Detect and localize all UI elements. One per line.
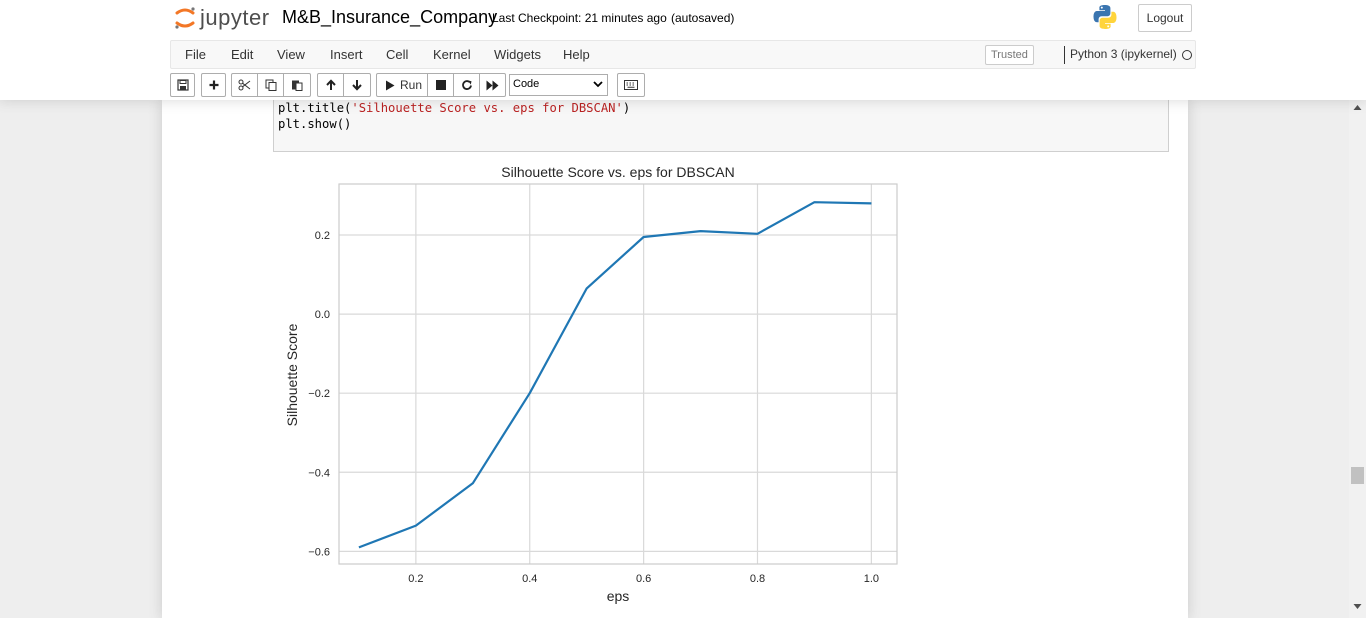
- cell-type-value: Code: [513, 78, 540, 90]
- x-tick-label: 1.0: [864, 573, 879, 585]
- restart-run-all-button[interactable]: [479, 73, 506, 97]
- header-bar: jupyter M&B_Insurance_Company Last Check…: [170, 0, 1196, 38]
- code-text: plt.show(): [278, 117, 352, 131]
- x-tick-label: 0.8: [750, 573, 765, 585]
- y-axis-label: Silhouette Score: [284, 323, 300, 426]
- notebook-name[interactable]: M&B_Insurance_Company: [282, 7, 498, 27]
- move-down-button[interactable]: [343, 73, 371, 97]
- cell-type-select[interactable]: Code: [509, 74, 608, 96]
- y-tick-label: −0.6: [308, 546, 330, 558]
- autosave-status: (autosaved): [671, 11, 735, 25]
- python-logo-icon: [1093, 5, 1117, 29]
- save-icon: [176, 79, 189, 91]
- play-icon: [386, 80, 395, 90]
- stop-icon: [435, 80, 446, 90]
- series-line: [358, 201, 872, 549]
- menu-view[interactable]: View: [277, 47, 305, 62]
- menu-widgets[interactable]: Widgets: [494, 47, 541, 62]
- code-line: plt.show(): [278, 116, 1168, 132]
- line-layer: [358, 201, 872, 549]
- run-button[interactable]: Run: [376, 73, 428, 97]
- interrupt-button[interactable]: [427, 73, 454, 97]
- checkpoint-status: Last Checkpoint: 21 minutes ago: [492, 11, 667, 25]
- paste-button[interactable]: [283, 73, 311, 97]
- cut-button[interactable]: [231, 73, 258, 97]
- run-label: Run: [400, 78, 423, 92]
- kernel-separator: [1064, 46, 1065, 64]
- scroll-up-arrow-icon[interactable]: [1353, 104, 1362, 111]
- y-tick-label: 0.2: [315, 230, 330, 242]
- menubar: File Edit View Insert Cell Kernel Widget…: [170, 40, 1196, 69]
- x-tick-label: 0.4: [522, 573, 537, 585]
- y-tick-label: −0.2: [308, 388, 330, 400]
- chart-title: Silhouette Score vs. eps for DBSCAN: [501, 164, 734, 180]
- keyboard-icon: [624, 80, 638, 90]
- menu-file[interactable]: File: [185, 47, 206, 62]
- toolbar: Run Code: [170, 72, 1196, 98]
- x-tick-label: 0.2: [408, 573, 423, 585]
- y-tick-label: 0.0: [315, 309, 330, 321]
- jupyter-logo-icon: [175, 7, 195, 29]
- arrow-down-icon: [352, 80, 362, 91]
- code-line: plt.title('Silhouette Score vs. eps for …: [278, 100, 1168, 116]
- insert-cell-button[interactable]: [201, 73, 226, 97]
- y-tick-label: −0.4: [308, 467, 330, 479]
- page-scrollbar[interactable]: [1349, 100, 1366, 618]
- menu-cell[interactable]: Cell: [386, 47, 409, 62]
- menu-edit[interactable]: Edit: [231, 47, 254, 62]
- jupyter-logo[interactable]: jupyter: [174, 5, 270, 31]
- kernel-name[interactable]: Python 3 (ipykernel): [1070, 47, 1177, 61]
- grid-layer: [339, 184, 897, 564]
- kernel-idle-indicator-icon: [1182, 50, 1192, 60]
- command-palette-button[interactable]: [617, 73, 645, 97]
- restart-icon: [461, 80, 472, 90]
- plus-icon: [209, 80, 218, 90]
- chart-output: 0.2 0.4 0.6 0.8 1.0 −0.6 −0.4 −0.2 0.0 0.2 Silhou…: [273, 155, 913, 610]
- tick-layer: 0.2 0.4 0.6 0.8 1.0 −0.6 −0.4 −0.2 0.0 0.2: [308, 230, 879, 585]
- chart-background: [273, 155, 913, 610]
- scroll-down-arrow-icon[interactable]: [1353, 603, 1362, 610]
- x-axis-label: eps: [607, 588, 630, 604]
- restart-button[interactable]: [453, 73, 480, 97]
- x-tick-label: 0.6: [636, 573, 651, 585]
- move-up-button[interactable]: [317, 73, 344, 97]
- menu-help[interactable]: Help: [563, 47, 590, 62]
- code-string: 'Silhouette Score vs. eps for DBSCAN': [351, 101, 623, 115]
- code-text: plt.title(: [278, 101, 352, 115]
- fast-forward-icon: [486, 80, 499, 90]
- scissors-icon: [238, 79, 251, 91]
- logout-button[interactable]: Logout: [1138, 4, 1192, 32]
- chevron-down-icon: [593, 81, 603, 88]
- code-cell-input[interactable]: plt.title('Silhouette Score vs. eps for …: [273, 100, 1169, 152]
- menu-insert[interactable]: Insert: [330, 47, 363, 62]
- trusted-indicator[interactable]: Trusted: [985, 45, 1034, 65]
- copy-icon: [265, 79, 276, 91]
- scroll-thumb[interactable]: [1351, 467, 1364, 484]
- arrow-up-icon: [325, 79, 336, 90]
- save-button[interactable]: [170, 73, 195, 97]
- jupyter-logo-text: jupyter: [200, 5, 270, 30]
- code-text: ): [622, 101, 631, 115]
- menu-kernel[interactable]: Kernel: [433, 47, 471, 62]
- copy-button[interactable]: [257, 73, 284, 97]
- notebook-header: jupyter M&B_Insurance_Company Last Check…: [0, 0, 1366, 100]
- plot-frame: [338, 183, 898, 565]
- paste-icon: [292, 80, 303, 91]
